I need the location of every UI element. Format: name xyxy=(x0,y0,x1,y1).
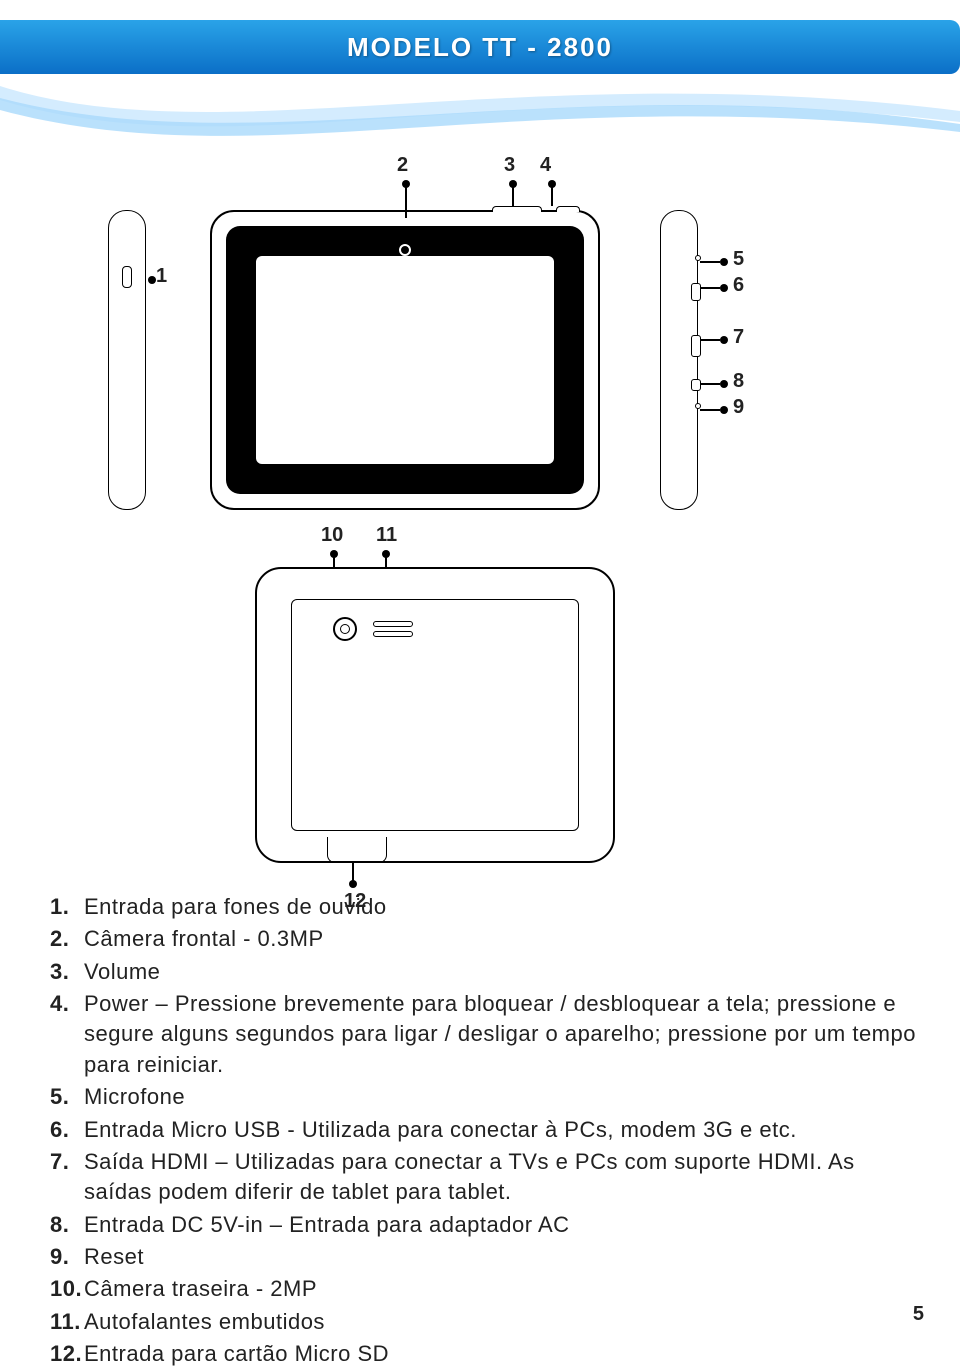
callout-5-line xyxy=(700,261,720,263)
callout-1-dot xyxy=(148,276,156,284)
callout-5-dot xyxy=(720,258,728,266)
callout-7: 7 xyxy=(733,326,744,349)
legend-num: 6. xyxy=(50,1115,84,1145)
speaker-grille-1 xyxy=(373,621,413,627)
callout-7-line xyxy=(700,339,720,341)
legend-item: 2.Câmera frontal - 0.3MP xyxy=(50,924,920,954)
device-bezel xyxy=(226,226,584,494)
legend-item: 4.Power – Pressione brevemente para bloq… xyxy=(50,989,920,1080)
rear-camera xyxy=(333,617,357,641)
legend-num: 7. xyxy=(50,1147,84,1208)
callout-9-dot xyxy=(720,406,728,414)
callout-2: 2 xyxy=(397,154,408,177)
legend-item: 6.Entrada Micro USB - Utilizada para con… xyxy=(50,1115,920,1145)
callout-8: 8 xyxy=(733,370,744,393)
legend-text: Reset xyxy=(84,1242,920,1272)
callout-8-dot xyxy=(720,380,728,388)
page-number: 5 xyxy=(913,1303,924,1326)
legend-list: 1.Entrada para fones de ouvido 2.Câmera … xyxy=(50,892,920,1371)
legend-num: 11. xyxy=(50,1307,84,1337)
legend-num: 10. xyxy=(50,1274,84,1304)
callout-6-dot xyxy=(720,284,728,292)
callout-3-line xyxy=(512,186,514,206)
callout-4-line xyxy=(551,186,553,206)
device-side-left xyxy=(108,210,146,510)
legend-text: Autofalantes embutidos xyxy=(84,1307,920,1337)
callout-8-line xyxy=(700,383,720,385)
callout-7-dot xyxy=(720,336,728,344)
legend-item: 12.Entrada para cartão Micro SD xyxy=(50,1339,920,1369)
page-title: MODELO TT - 2800 xyxy=(347,32,613,63)
device-back xyxy=(255,567,615,863)
callout-6-line xyxy=(700,287,720,289)
callout-9: 9 xyxy=(733,396,744,419)
legend-item: 8.Entrada DC 5V-in – Entrada para adapta… xyxy=(50,1210,920,1240)
speaker-grille-2 xyxy=(373,631,413,637)
callout-6: 6 xyxy=(733,274,744,297)
callout-12-line xyxy=(352,862,354,882)
legend-text: Entrada DC 5V-in – Entrada para adaptado… xyxy=(84,1210,920,1240)
callout-9-line xyxy=(700,409,720,411)
legend-item: 11.Autofalantes embutidos xyxy=(50,1307,920,1337)
port-dc xyxy=(691,379,701,391)
legend-num: 3. xyxy=(50,957,84,987)
front-camera xyxy=(399,244,411,256)
legend-item: 10.Câmera traseira - 2MP xyxy=(50,1274,920,1304)
legend-num: 2. xyxy=(50,924,84,954)
device-side-right xyxy=(660,210,698,510)
legend-item: 5.Microfone xyxy=(50,1082,920,1112)
callout-2-line xyxy=(405,186,407,218)
legend-text: Entrada para cartão Micro SD xyxy=(84,1339,920,1369)
callout-3: 3 xyxy=(504,154,515,177)
legend-num: 9. xyxy=(50,1242,84,1272)
device-screen xyxy=(256,256,554,464)
legend-text: Volume xyxy=(84,957,920,987)
legend-item: 3.Volume xyxy=(50,957,920,987)
header-band: MODELO TT - 2800 xyxy=(0,20,960,74)
sd-card-slot xyxy=(327,837,387,863)
top-button-volume xyxy=(492,206,542,212)
legend-text: Entrada Micro USB - Utilizada para conec… xyxy=(84,1115,920,1145)
legend-item: 7.Saída HDMI – Utilizadas para conectar … xyxy=(50,1147,920,1208)
callout-11: 11 xyxy=(376,524,397,547)
callout-12-dot xyxy=(349,880,357,888)
legend-num: 4. xyxy=(50,989,84,1080)
diagram: 1 2 3 4 5 6 7 8 9 10 11 xyxy=(0,120,960,840)
callout-1: 1 xyxy=(156,265,167,288)
legend-text: Power – Pressione brevemente para bloque… xyxy=(84,989,920,1080)
legend-item: 1.Entrada para fones de ouvido xyxy=(50,892,920,922)
legend-num: 8. xyxy=(50,1210,84,1240)
legend-num: 5. xyxy=(50,1082,84,1112)
legend-text: Entrada para fones de ouvido xyxy=(84,892,920,922)
port-usb xyxy=(691,283,701,301)
legend-num: 12. xyxy=(50,1339,84,1369)
callout-10: 10 xyxy=(321,524,343,547)
device-front xyxy=(210,210,600,510)
legend-text: Câmera frontal - 0.3MP xyxy=(84,924,920,954)
legend-text: Microfone xyxy=(84,1082,920,1112)
callout-5: 5 xyxy=(733,248,744,271)
legend-item: 9.Reset xyxy=(50,1242,920,1272)
legend-num: 1. xyxy=(50,892,84,922)
callout-4: 4 xyxy=(540,154,551,177)
top-button-power xyxy=(556,206,580,212)
legend-text: Câmera traseira - 2MP xyxy=(84,1274,920,1304)
legend-text: Saída HDMI – Utilizadas para conectar a … xyxy=(84,1147,920,1208)
